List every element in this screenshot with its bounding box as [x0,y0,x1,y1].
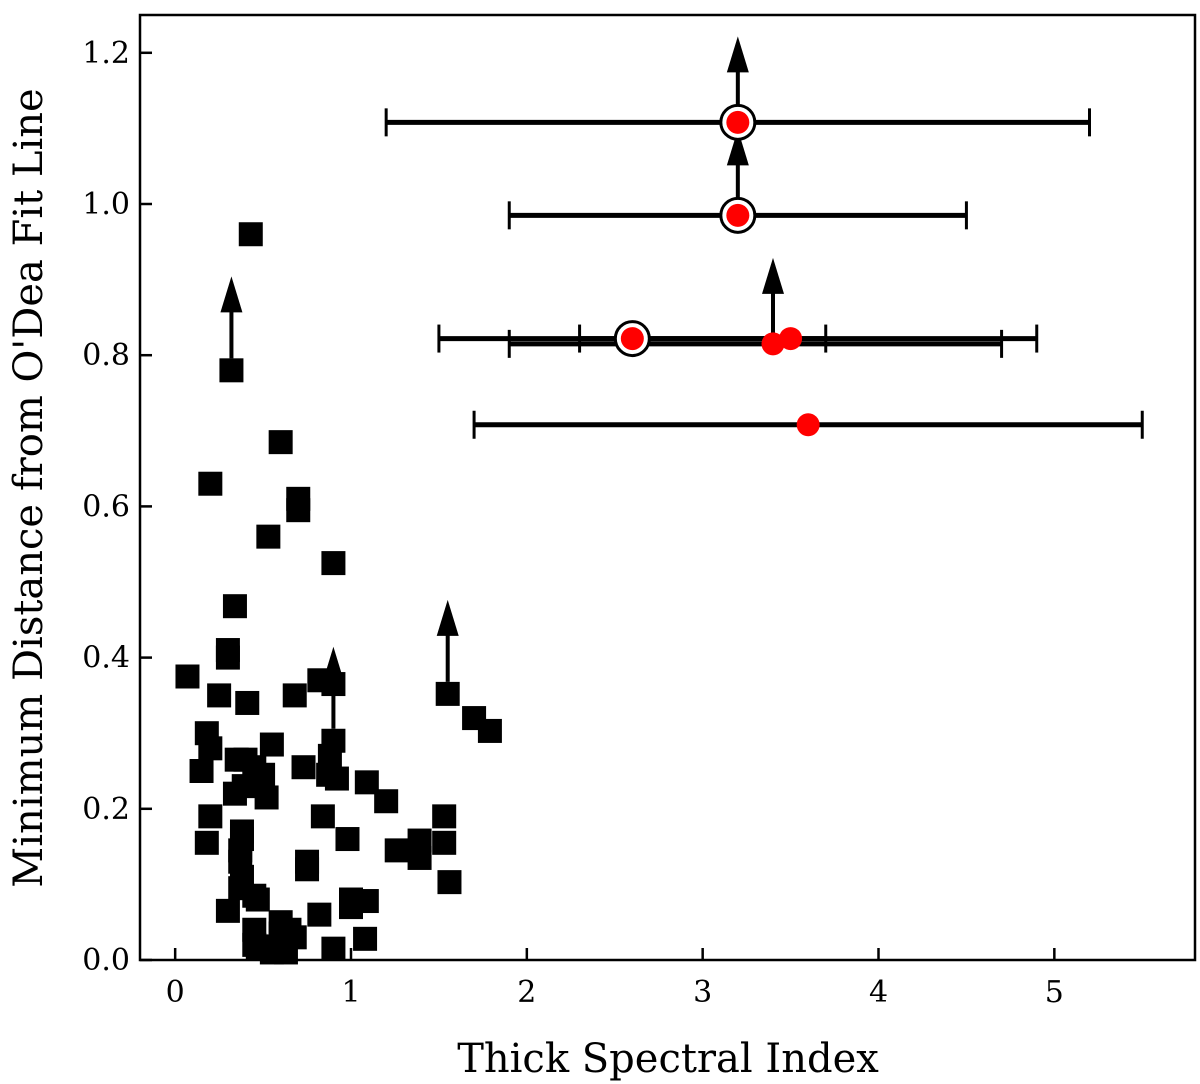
circle-point [761,332,785,356]
square-point [291,755,316,780]
square-point [268,430,293,455]
x-tick-label: 3 [693,975,712,1010]
square-point [307,902,332,927]
y-tick-label: 1.2 [82,36,130,71]
square-point [384,838,409,863]
errorbars-layer [384,108,1144,439]
y-tick-label: 0.8 [82,338,130,373]
square-point [432,830,457,855]
y-tick-label: 0.6 [82,489,130,524]
square-point [222,594,247,619]
square-point [256,524,281,549]
x-tick-label: 0 [166,975,185,1010]
circle-point [779,327,803,351]
circle-limit-arrow-head [762,257,784,294]
square-point [477,718,502,743]
y-tick-label: 0.4 [82,641,130,676]
square-point [407,845,432,870]
square-point [198,804,223,829]
square-point [238,222,263,247]
square-point [374,789,399,814]
square-point [437,870,462,895]
square-point [435,681,460,706]
square-point [215,898,240,923]
square-point [432,804,457,829]
square-point [321,936,346,961]
square-point [235,690,260,715]
square-point [198,736,223,761]
square-point [286,498,311,523]
circle-point [620,327,644,351]
y-tick-label: 0.0 [82,943,130,978]
square-limit-arrow-head [436,599,459,636]
square-point [207,683,232,708]
square-point [219,358,244,383]
ticks-layer: 0 1 2 3 4 5 0.0 0.2 0.4 0.6 0.8 1.0 1.2 [82,36,1064,1010]
square-point [353,926,378,951]
square-point [245,887,270,912]
x-tick-label: 1 [341,975,360,1010]
square-point [335,827,360,852]
square-point [175,664,200,689]
square-point [321,551,346,576]
square-limit-arrow-head [220,276,243,313]
square-point [254,785,279,810]
square-point [194,830,219,855]
square-point [215,645,240,670]
squares-layer [175,222,502,965]
square-point [339,895,363,920]
square-point [222,781,247,806]
circle-point [726,110,750,134]
circle-limit-arrow-head [726,129,749,166]
y-tick-label: 0.2 [82,792,130,827]
plot-frame [138,13,1197,962]
x-tick-label: 2 [517,975,536,1010]
square-limit-arrow-head [322,646,345,683]
square-point [251,762,276,787]
square-point [189,759,214,783]
points-layer [613,103,820,437]
square-point [295,857,320,882]
square-point [310,804,335,829]
square-point [324,766,349,791]
arrows-layer [220,36,784,729]
y-axis-label: Minimum Distance from O'Dea Fit Line [6,88,52,887]
circle-point [726,203,750,227]
x-axis-label: Thick Spectral Index [457,1036,879,1082]
y-tick-label: 1.0 [82,187,130,222]
x-tick-label: 4 [869,975,888,1010]
square-point [198,471,223,496]
circle-limit-arrow-head [726,36,749,73]
circle-point [796,413,820,437]
square-point [282,683,307,708]
x-tick-label: 5 [1045,975,1064,1010]
square-point [259,732,284,757]
